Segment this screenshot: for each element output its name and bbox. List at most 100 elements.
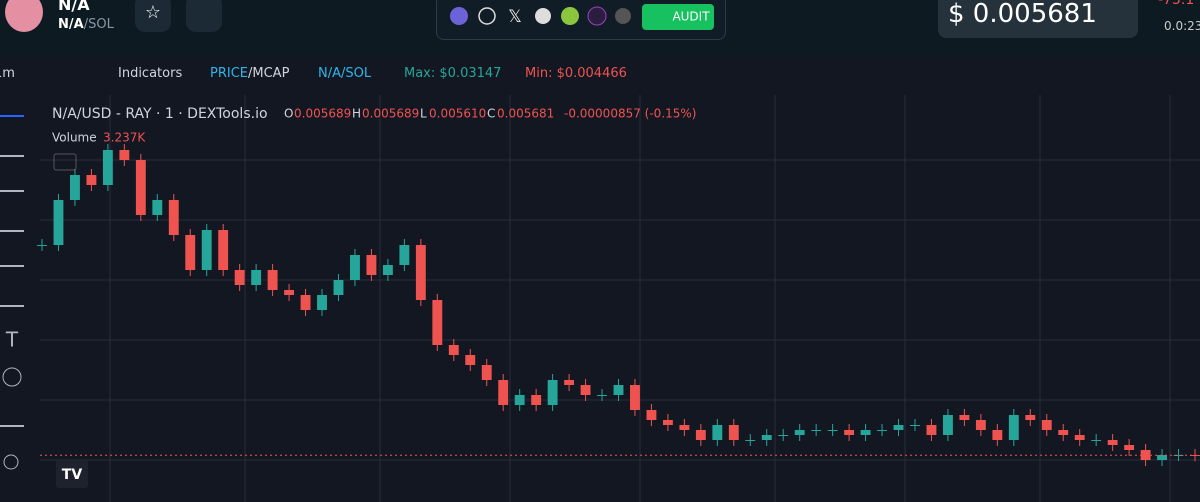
candle-body [465,355,476,365]
price: $ 0.005681 [948,0,1097,29]
candle-body [942,415,953,435]
candle-body [975,420,986,430]
candle-body [1058,430,1069,435]
coingecko-icon[interactable] [561,7,579,25]
candle-body [728,425,739,440]
avatar [5,0,43,32]
candle-body [1173,455,1184,456]
candle-body [350,255,360,280]
candle-body [547,380,558,405]
grid [40,95,1200,502]
token-name: N/A [58,0,90,14]
audit-label: AUDIT [672,10,710,24]
sep: / [83,17,89,32]
top-bar: N/A N/A/SOL ☆ 𝕏 AUDIT $ 0.005681 -75.1 0… [0,0,1200,55]
solana-icon[interactable] [450,7,468,25]
candle-body [893,425,904,430]
candle-body [1074,435,1085,440]
toolbar: 1m Indicators PRICE/MCAP N/A/SOL Max: $0… [0,55,1200,95]
price-chart: T TV N/A/USD - RAY · 1 · DEXTools.io O 0… [0,95,1200,502]
low: 0.005610 [429,107,486,121]
candle-body [514,395,525,405]
price-change: -75.1 [1158,0,1195,8]
candle-body [597,395,607,396]
legend-symbol: N/A/USD - RAY · 1 · DEXTools.io [52,106,268,122]
candle-body [630,385,640,410]
legend: N/A/USD - RAY · 1 · DEXTools.io O 0.0056… [52,106,697,145]
candle-body [366,255,377,275]
candle-body [168,200,179,235]
candle-body [415,245,426,300]
symbol: N/A [58,17,84,32]
audit-button[interactable] [642,4,714,30]
candle-body [844,430,855,435]
interval[interactable]: 1m [0,66,15,81]
price-toggle: PRICE [210,66,248,81]
candle-body [53,200,64,245]
app-icon[interactable] [587,6,607,26]
share-button[interactable] [186,0,222,32]
candle-body [481,365,492,380]
max-price: Max: $0.03147 [404,66,502,81]
candle-body [432,300,443,345]
candle-body [1025,415,1036,420]
c-label: C [487,107,495,121]
more-icon[interactable] [615,8,631,24]
h-label: H [352,107,361,121]
candle-body [761,435,772,440]
candle-body [448,345,459,355]
candle-body [646,410,657,420]
candle-body [317,295,327,310]
candle-body [251,270,262,285]
mcap-toggle: /MCAP [248,66,290,81]
candle-body [300,295,311,310]
x-icon[interactable]: 𝕏 [508,7,522,27]
links-box: 𝕏 AUDIT [436,0,726,40]
volume: 3.237K [103,131,146,145]
candle-body [498,380,509,405]
candle-body [185,235,196,270]
candle-body [959,415,970,420]
indicators[interactable]: Indicators [118,66,183,81]
candle-body [811,430,822,431]
candle-body [712,425,723,440]
candle-body [910,425,920,426]
candle-body [218,230,229,270]
web-icon[interactable] [478,7,496,25]
price-mcap[interactable]: PRICE/MCAP [210,66,289,81]
high: 0.005689 [362,107,419,121]
candle-body [877,430,887,431]
token-pair: N/A/SOL [58,17,114,32]
candle-body [1041,420,1052,430]
candle-body [119,150,130,160]
drawing-tools: T TV [0,115,88,488]
change: -0.00000857 (-0.15%) [564,107,697,121]
price-box: $ 0.005681 [938,0,1138,38]
candle-body [531,395,542,405]
svg-text:T: T [5,328,19,352]
o-label: O [284,107,293,121]
candle-body [135,160,146,215]
candle-body [1008,415,1019,440]
svg-text:TV: TV [62,467,83,483]
open: 0.005689 [294,107,351,121]
pair-toggle[interactable]: N/A/SOL [318,66,372,81]
candle-body [860,430,871,435]
candle-body [580,385,591,395]
candle-body [1124,445,1135,450]
candle-body [201,230,212,270]
favorite-button[interactable]: ☆ [135,0,171,32]
candle-body [794,430,805,435]
l-label: L [420,107,427,121]
close: 0.005681 [497,107,554,121]
candle-body [399,245,410,265]
link-icons: 𝕏 AUDIT [450,4,714,30]
quote: SOL [88,17,114,32]
reddit-icon[interactable] [535,8,551,24]
candle-body [1157,455,1167,460]
candle-body [662,420,673,425]
candle-body [102,150,113,185]
candle-body [333,280,344,295]
candle-body [695,430,706,440]
